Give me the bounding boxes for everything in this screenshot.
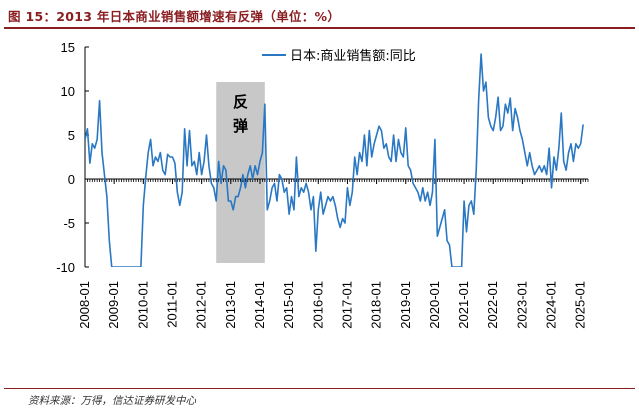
y-tick-label: 15 <box>61 40 75 55</box>
rebound-label-char: 反 <box>233 93 248 111</box>
x-tick-label: 2018-01 <box>369 281 384 329</box>
y-tick-label: 0 <box>68 172 75 187</box>
rebound-label-char: 弹 <box>233 117 248 135</box>
y-tick-label: -5 <box>63 216 75 231</box>
x-tick-label: 2012-01 <box>194 281 209 329</box>
x-tick-label: 2016-01 <box>310 281 325 329</box>
x-tick-label: 2009-01 <box>106 281 121 329</box>
legend: 日本:商业销售额:同比 <box>262 48 416 64</box>
x-tick-label: 2022-01 <box>485 281 500 329</box>
x-tick-label: 2025-01 <box>573 281 588 329</box>
series-layer <box>85 53 584 267</box>
source-rule <box>4 388 635 389</box>
line-chart: 反弹 -10 -5 0 5 10 15 2008-01 2009-01 2010-01 2011-… <box>56 40 589 329</box>
y-tick-label: -10 <box>56 260 75 275</box>
x-tick-label: 2019-01 <box>398 281 413 329</box>
x-tick-label: 2008-01 <box>77 281 92 329</box>
x-tick-label: 2014-01 <box>252 281 267 329</box>
x-tick-label: 2015-01 <box>281 281 296 329</box>
figure-title: 图 15：2013 年日本商业销售额增速有反弹（单位：%） <box>8 9 341 24</box>
title-rule <box>4 27 635 29</box>
x-tick-label: 2013-01 <box>223 281 238 329</box>
series-line <box>85 53 584 267</box>
x-tick-label: 2010-01 <box>135 281 150 329</box>
x-tick-label: 2021-01 <box>456 281 471 329</box>
x-tick-label: 2023-01 <box>514 281 529 329</box>
x-tick-label: 2017-01 <box>339 281 354 329</box>
source-note: 资料来源：万得，信达证券研发中心 <box>28 395 196 407</box>
axes: -10 -5 0 5 10 15 2008-01 2009-01 2010-01 2011-01 2… <box>56 40 589 329</box>
x-tick-label: 2020-01 <box>427 281 442 329</box>
y-tick-label: 10 <box>61 84 75 99</box>
y-tick-label: 5 <box>68 128 75 143</box>
x-tick-label: 2011-01 <box>164 281 179 328</box>
legend-label: 日本:商业销售额:同比 <box>290 48 416 64</box>
x-tick-label: 2024-01 <box>544 281 559 329</box>
